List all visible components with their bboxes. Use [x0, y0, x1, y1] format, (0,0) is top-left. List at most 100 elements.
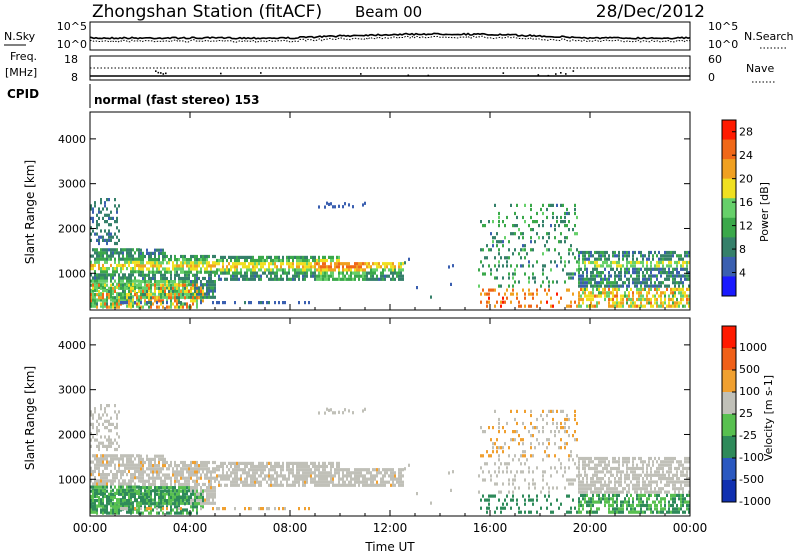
power-cell — [662, 301, 664, 305]
velocity-cell — [164, 479, 166, 483]
velocity-cell — [210, 492, 212, 496]
power-cell — [140, 286, 142, 290]
power-cell — [186, 295, 188, 299]
velocity-cell — [500, 446, 502, 450]
velocity-cell — [106, 511, 108, 515]
power-cell — [280, 268, 282, 272]
velocity-cell — [184, 502, 186, 506]
power-cell — [128, 273, 130, 277]
velocity-cell — [396, 477, 398, 481]
velocity-cell — [214, 476, 216, 480]
power-cell — [294, 274, 296, 278]
velocity-cell — [174, 460, 176, 465]
power-cell — [118, 229, 120, 233]
power-cell — [536, 211, 538, 216]
velocity-cell — [98, 469, 100, 474]
power-cell — [362, 277, 364, 281]
power-cell — [370, 277, 372, 281]
velocity-cell — [516, 502, 518, 506]
velocity-cell — [130, 473, 132, 477]
velocity-cell — [100, 489, 102, 493]
velocity-cell — [130, 482, 132, 486]
velocity-cell — [612, 490, 614, 494]
power-cell — [262, 258, 264, 263]
velocity-cell — [584, 456, 586, 461]
power-cell — [176, 273, 178, 277]
velocity-cell — [122, 499, 124, 503]
power-cell — [92, 301, 94, 305]
power-cell — [688, 277, 690, 281]
power-cell — [268, 268, 270, 272]
power-cell — [110, 248, 112, 252]
velocity-cell — [306, 471, 308, 475]
power-cell — [644, 284, 646, 288]
power-cell — [534, 240, 536, 244]
power-cell — [104, 288, 106, 293]
velocity-cell — [106, 508, 108, 512]
velocity-cell — [606, 483, 608, 487]
power-cell — [574, 211, 576, 216]
velocity-cell — [612, 466, 614, 471]
power-cell — [194, 296, 196, 300]
power-cell — [628, 304, 630, 308]
velocity-cell — [186, 464, 188, 468]
power-cell — [168, 305, 170, 309]
velocity-cell — [618, 456, 620, 461]
velocity-cell — [162, 505, 164, 509]
velocity-cell — [330, 461, 332, 465]
power-cell — [376, 274, 378, 278]
velocity-cell — [210, 482, 212, 487]
power-cell — [92, 220, 94, 224]
velocity-cell — [616, 460, 618, 464]
velocity-cell — [378, 483, 380, 487]
velocity-cell — [498, 454, 500, 458]
power-cell — [496, 232, 498, 236]
power-cell — [304, 274, 306, 278]
power-cell — [170, 276, 172, 281]
velocity-cell — [212, 495, 214, 499]
power-cell — [534, 276, 536, 280]
power-cell — [512, 276, 514, 280]
velocity-cell — [332, 461, 334, 465]
velocity-cell — [598, 500, 600, 504]
power-cell — [342, 274, 344, 278]
power-cell — [590, 271, 592, 275]
velocity-cell — [266, 480, 268, 484]
velocity-cell — [254, 477, 256, 481]
velocity-cell — [616, 480, 618, 484]
velocity-cell — [204, 482, 206, 487]
velocity-cell — [254, 480, 256, 484]
velocity-cell — [132, 510, 134, 514]
velocity-cell — [508, 478, 510, 482]
velocity-cell — [370, 471, 372, 475]
power-cell — [184, 292, 186, 296]
power-cell — [132, 254, 134, 258]
velocity-cell — [126, 457, 128, 461]
velocity-cell — [166, 499, 168, 503]
power-cell — [636, 274, 638, 278]
power-cell — [618, 254, 620, 258]
power-cell — [136, 260, 138, 264]
velocity-cell — [608, 487, 610, 491]
power-cell — [634, 281, 636, 285]
velocity-cell — [376, 468, 378, 472]
power-cell — [678, 257, 680, 261]
power-cell — [578, 291, 580, 295]
power-cell — [138, 251, 140, 255]
power-cell — [630, 260, 632, 265]
power-cell — [614, 281, 616, 285]
power-cell — [158, 280, 160, 284]
velocity-cell — [622, 470, 624, 474]
velocity-cell — [178, 489, 180, 493]
velocity-cell — [110, 501, 112, 505]
velocity-cell — [252, 464, 254, 469]
velocity-cell — [400, 474, 402, 478]
power-cell — [100, 248, 102, 252]
velocity-cell — [126, 463, 128, 467]
velocity-cell — [108, 499, 110, 503]
velocity-cell — [114, 447, 116, 452]
power-cell — [300, 271, 302, 275]
power-cell — [528, 304, 530, 308]
velocity-cell — [194, 467, 196, 471]
velocity-cell — [600, 480, 602, 484]
